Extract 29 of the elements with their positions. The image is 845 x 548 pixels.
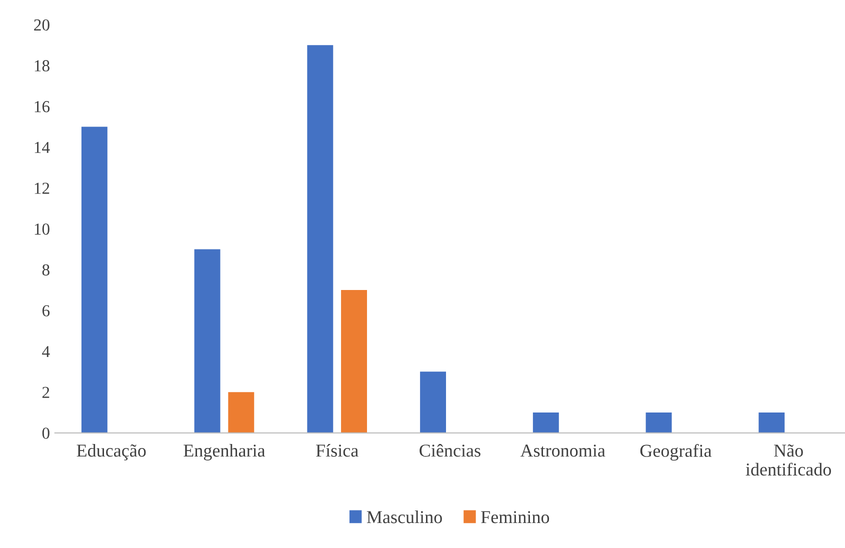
x-tick-label: Geografia <box>640 444 712 461</box>
bar <box>228 392 254 433</box>
y-tick-label: 0 <box>42 428 50 439</box>
x-tick-label: Engenharia <box>184 444 266 460</box>
bar <box>532 412 559 433</box>
legend-label: Feminino <box>481 511 550 524</box>
x-tick-label: Não identificado <box>746 444 831 476</box>
y-tick-label: 20 <box>34 19 50 31</box>
y-tick-label: 14 <box>34 142 50 153</box>
y-tick-label: 18 <box>34 60 50 72</box>
y-tick-label: 12 <box>34 182 50 194</box>
bar <box>420 372 446 433</box>
legend-label: Masculino <box>366 510 442 524</box>
y-tick-label: 10 <box>34 223 50 235</box>
bar <box>646 412 672 433</box>
bar <box>194 249 220 433</box>
bar <box>341 290 368 433</box>
x-tick-label: Física <box>316 444 358 457</box>
y-tick-label: 2 <box>42 386 50 398</box>
bar <box>758 412 785 433</box>
bar <box>81 126 108 433</box>
y-tick-label: 4 <box>42 346 50 358</box>
y-tick-label: 8 <box>42 264 50 276</box>
bar <box>307 45 334 433</box>
y-tick-label: 6 <box>42 305 50 316</box>
x-tick-label: Astronomia <box>520 444 606 457</box>
y-tick-label: 16 <box>34 101 50 112</box>
x-tick-label: Ciências <box>420 444 480 457</box>
x-tick-label: Educação <box>76 444 146 460</box>
